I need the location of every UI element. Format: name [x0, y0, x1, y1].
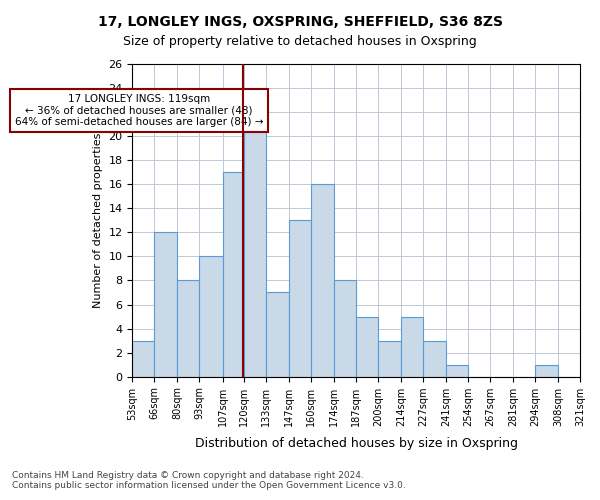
Text: 17 LONGLEY INGS: 119sqm
← 36% of detached houses are smaller (48)
64% of semi-de: 17 LONGLEY INGS: 119sqm ← 36% of detache…	[15, 94, 263, 128]
Text: Size of property relative to detached houses in Oxspring: Size of property relative to detached ho…	[123, 35, 477, 48]
Bar	[378, 340, 401, 376]
Bar	[266, 292, 289, 376]
Bar	[223, 172, 244, 376]
Bar	[289, 220, 311, 376]
Bar	[133, 340, 154, 376]
Text: Contains HM Land Registry data © Crown copyright and database right 2024.
Contai: Contains HM Land Registry data © Crown c…	[12, 470, 406, 490]
Bar	[423, 340, 446, 376]
Bar	[244, 124, 266, 376]
Text: 17, LONGLEY INGS, OXSPRING, SHEFFIELD, S36 8ZS: 17, LONGLEY INGS, OXSPRING, SHEFFIELD, S…	[97, 15, 503, 29]
Bar	[446, 364, 468, 376]
Bar	[154, 232, 178, 376]
Bar	[356, 316, 378, 376]
Bar	[178, 280, 199, 376]
Bar	[199, 256, 223, 376]
Bar	[401, 316, 423, 376]
Bar	[311, 184, 334, 376]
Bar	[334, 280, 356, 376]
Bar	[535, 364, 558, 376]
Y-axis label: Number of detached properties: Number of detached properties	[93, 132, 103, 308]
X-axis label: Distribution of detached houses by size in Oxspring: Distribution of detached houses by size …	[194, 437, 518, 450]
